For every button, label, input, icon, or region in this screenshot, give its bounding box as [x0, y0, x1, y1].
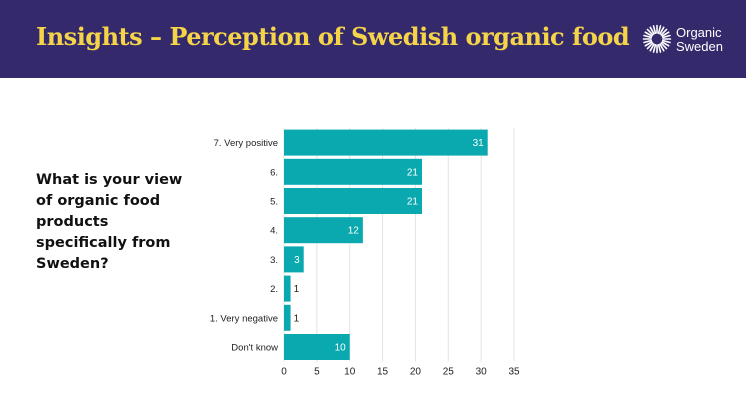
category-label: 7. Very positive: [214, 138, 278, 149]
bar: [284, 275, 291, 302]
bar: [284, 217, 363, 244]
x-tick-label: 0: [281, 367, 287, 378]
x-tick-label: 5: [314, 367, 320, 378]
logo-ray: [649, 26, 655, 35]
data-label: 21: [407, 167, 419, 178]
data-label: 31: [473, 138, 485, 149]
logo-ray: [643, 39, 653, 44]
category-label: Don't know: [231, 343, 278, 354]
x-tick-label: 15: [377, 367, 389, 378]
data-label: 12: [348, 226, 360, 237]
x-tick-label: 30: [476, 367, 488, 378]
logo-ray: [657, 25, 662, 35]
logo-ray: [661, 31, 670, 37]
page-title: Insights – Perception of Swedish organic…: [36, 22, 630, 51]
bar: [284, 158, 422, 185]
category-label: 6.: [270, 167, 278, 178]
logo-ray: [657, 43, 662, 53]
logo-ray: [646, 42, 654, 50]
survey-question: What is your view of organic food produc…: [36, 172, 183, 272]
logo-ray: [643, 34, 653, 39]
logo-ray: [652, 25, 657, 35]
logo-line-2: Sweden: [676, 39, 723, 54]
header-banner: Insights – Perception of Swedish organic…: [0, 0, 746, 78]
organic-sweden-logo-icon: [642, 24, 672, 54]
category-label: 3.: [270, 255, 278, 266]
bar: [284, 246, 304, 273]
logo-ray: [659, 26, 665, 35]
logo-ray: [644, 31, 653, 37]
category-label: 4.: [270, 226, 278, 237]
logo-ray: [660, 42, 668, 50]
x-tick-label: 35: [508, 367, 520, 378]
logo-ray: [649, 43, 655, 52]
bar: [284, 188, 422, 214]
logo-ray: [661, 39, 671, 44]
logo-line-1: Organic: [676, 25, 722, 40]
data-label: 1: [294, 313, 300, 324]
x-tick-label: 25: [443, 367, 455, 378]
category-label: 5.: [270, 197, 278, 208]
category-label: 2.: [270, 284, 278, 295]
brand-logo-text: Organic Sweden: [676, 26, 723, 54]
logo-ray: [660, 28, 668, 36]
data-label: 3: [294, 255, 300, 266]
logo-ray: [644, 41, 653, 47]
x-tick-label: 10: [344, 367, 356, 378]
x-tick-label: 20: [410, 367, 422, 378]
logo-ray: [661, 41, 670, 47]
bar: [284, 304, 291, 331]
logo-ray: [646, 28, 654, 36]
bar: [284, 129, 488, 156]
logo-ray: [661, 34, 671, 39]
logo-ray: [659, 43, 665, 52]
data-label: 1: [294, 284, 300, 295]
logo-ray: [652, 43, 657, 53]
data-label: 21: [407, 197, 419, 208]
data-label: 10: [335, 343, 347, 354]
bar: [284, 334, 350, 360]
category-label: 1. Very negative: [210, 313, 278, 324]
